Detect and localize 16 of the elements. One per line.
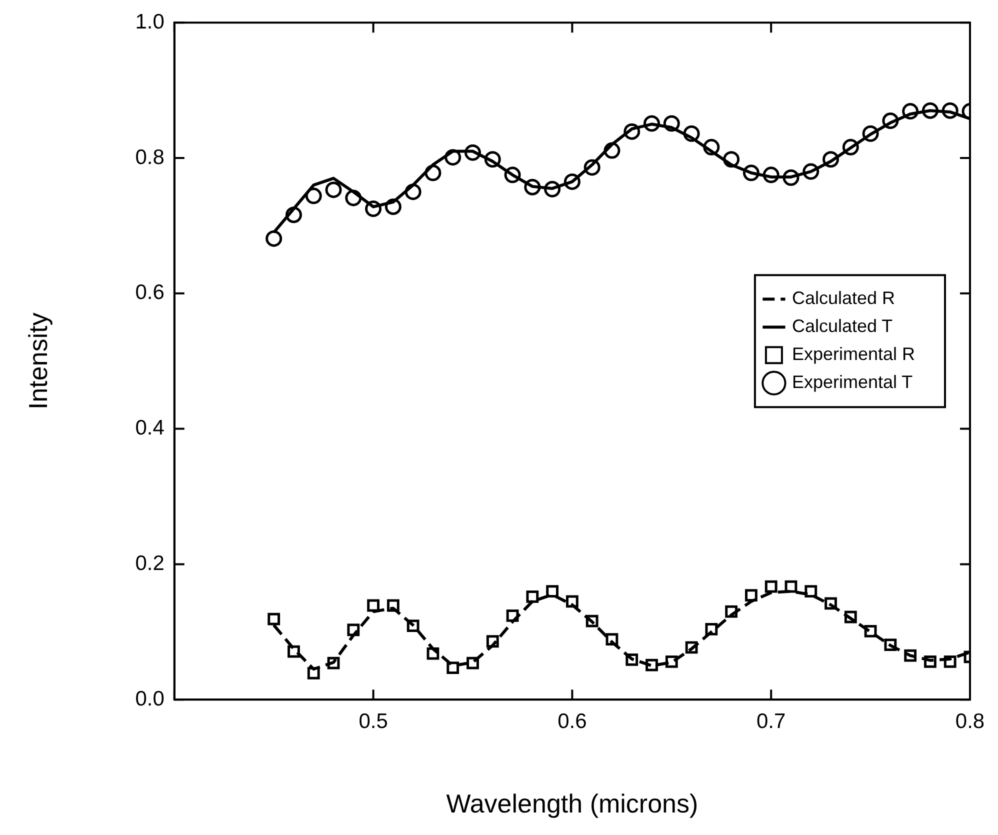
y-tick-label: 0.2 [135, 552, 164, 575]
x-tick-label: 0.7 [756, 710, 786, 733]
x-tick-label: 0.5 [358, 710, 388, 733]
y-tick-label: 1.0 [135, 10, 164, 34]
y-axis-title: Intensity [22, 312, 53, 410]
x-tick-label: 0.6 [558, 710, 587, 733]
x-axis-title: Wavelength (microns) [446, 788, 698, 819]
legend-label: Experimental T [792, 372, 913, 392]
y-tick-label: 0.0 [135, 687, 164, 710]
y-tick-label: 0.8 [135, 146, 164, 169]
x-tick-label: 0.8 [955, 710, 985, 733]
y-tick-label: 0.6 [135, 281, 164, 304]
legend-label: Experimental R [792, 344, 915, 364]
legend-label: Calculated T [792, 316, 893, 336]
y-tick-label: 0.4 [135, 416, 165, 440]
legend-label: Calculated R [792, 288, 896, 308]
